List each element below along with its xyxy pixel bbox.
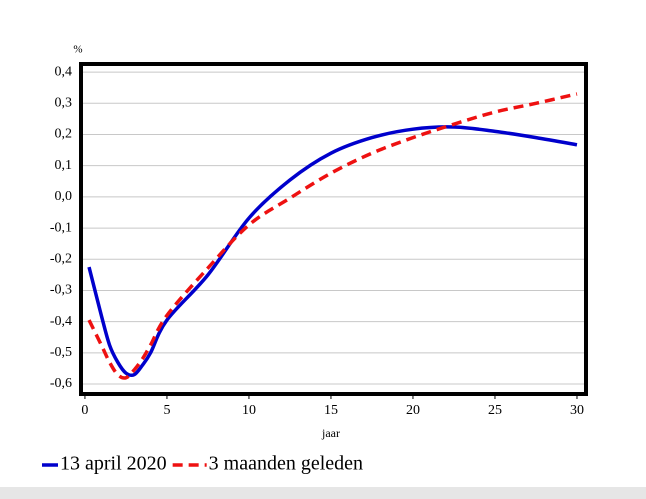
x-tick-label: 5 (163, 403, 170, 418)
x-tick-label: 15 (324, 403, 338, 418)
y-tick-label: 0,2 (55, 127, 73, 142)
y-tick-label: -0,2 (50, 251, 72, 266)
y-tick-label: -0,6 (50, 376, 72, 391)
y-tick-label: -0,1 (50, 220, 72, 235)
y-tick-label: 0,0 (55, 189, 73, 204)
x-tick-label: 10 (242, 403, 256, 418)
y-tick-label: -0,4 (50, 314, 72, 329)
y-tick-label: -0,5 (50, 345, 72, 360)
series-line (87, 92, 578, 380)
y-tick-label: -0,3 (50, 283, 72, 298)
plot-frame (79, 62, 588, 396)
x-tick-label: 0 (81, 403, 88, 418)
y-tick-label: 0,1 (55, 158, 73, 173)
x-tick-label: 25 (488, 403, 502, 418)
legend-label: 13 april 2020 (60, 453, 167, 475)
y-tick-label: 0,3 (55, 96, 73, 111)
series-line (87, 125, 578, 378)
legend-label: 3 maanden geleden (209, 453, 363, 475)
x-axis-label: jaar (321, 426, 340, 440)
x-tick-label: 20 (406, 403, 420, 418)
y-tick-label: 0,4 (55, 64, 73, 79)
y-unit: % (73, 44, 82, 56)
footer-bar (0, 487, 646, 499)
x-tick-label: 30 (570, 403, 584, 418)
